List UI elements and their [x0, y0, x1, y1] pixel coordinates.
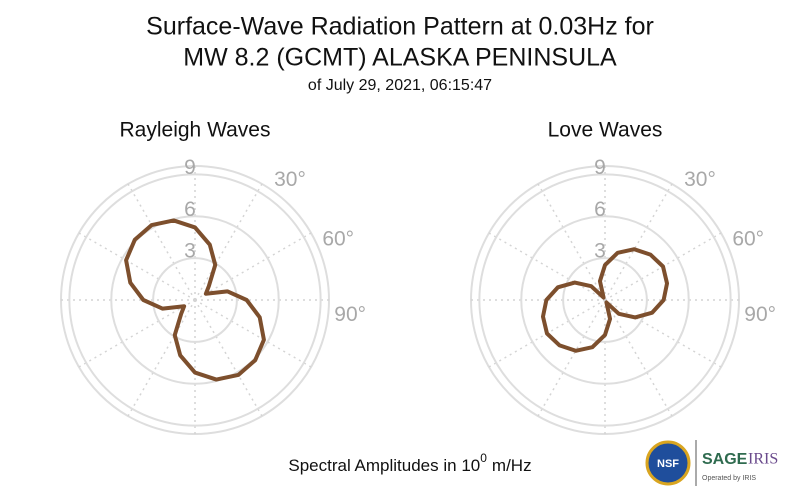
theta-tick-label: 90°: [744, 303, 776, 326]
title: MW 8.2 (GCMT) ALASKA PENINSULA: [183, 44, 617, 72]
footer-exponent: 0: [480, 451, 487, 465]
theta-tick-label: 60°: [322, 227, 354, 250]
theta-grid-line: [194, 299, 312, 368]
pattern-line: [540, 247, 670, 353]
r-tick-label: 9: [184, 156, 196, 179]
theta-tick-label: 90°: [334, 303, 366, 326]
theta-grid-line: [537, 299, 606, 417]
theta-grid-line: [604, 183, 673, 301]
footer-text: Spectral Amplitudes in 10: [288, 456, 480, 475]
theta-grid-line: [194, 183, 263, 301]
theta-grid-line: [127, 299, 196, 417]
r-grid-circle: [68, 173, 322, 427]
footer-unit: m/Hz: [492, 456, 532, 475]
r-grid-circle: [562, 257, 648, 343]
logo-sage: SAGE: [702, 451, 748, 468]
r-grid-circle: [520, 215, 690, 385]
theta-grid-line: [604, 299, 722, 368]
title: Surface-Wave Radiation Pattern at 0.03Hz…: [146, 13, 654, 41]
theta-grid-line: [78, 232, 196, 301]
theta-grid-line: [78, 299, 196, 368]
theta-grid-line: [488, 232, 606, 301]
panel-title: Love Waves: [548, 119, 663, 142]
r-grid-circle: [110, 215, 280, 385]
panel-title: Rayleigh Waves: [120, 119, 271, 142]
theta-grid-line: [194, 299, 263, 417]
r-tick-label: 3: [594, 240, 606, 263]
subtitle: of July 29, 2021, 06:15:47: [308, 77, 492, 94]
logo-nsf: NSF: [657, 458, 679, 470]
r-tick-label: 6: [184, 198, 196, 221]
pattern-line: [124, 218, 266, 382]
r-grid-circle: [478, 173, 732, 427]
theta-tick-label: 60°: [732, 227, 764, 250]
theta-tick-label: 30°: [274, 168, 306, 191]
theta-grid-line: [604, 299, 673, 417]
theta-grid-line: [127, 183, 196, 301]
r-grid-circle: [152, 257, 238, 343]
r-tick-label: 3: [184, 240, 196, 263]
logo-note: Operated by IRIS: [702, 475, 756, 482]
theta-tick-label: 30°: [684, 168, 716, 191]
logo-iris: IRIS: [748, 451, 778, 468]
logo-seal: [645, 440, 691, 486]
logo: NSF SAGE IRIS Operated by IRIS: [645, 440, 778, 486]
theta-grid-line: [537, 183, 606, 301]
r-tick-label: 6: [594, 198, 606, 221]
footer: Spectral Amplitudes in 100 m/Hz: [288, 451, 531, 475]
r-tick-label: 9: [594, 156, 606, 179]
theta-grid-line: [194, 232, 312, 301]
